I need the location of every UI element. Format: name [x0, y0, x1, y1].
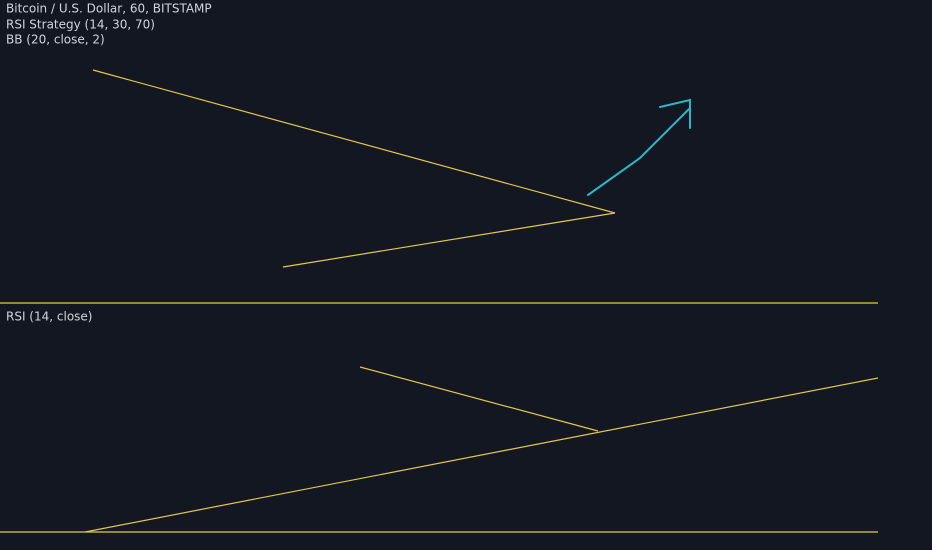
trend-line: [84, 377, 879, 533]
trend-line: [359, 366, 599, 432]
arrow-head: [659, 98, 691, 129]
rsi-legend: RSI (14, close): [6, 310, 92, 324]
trend-line: [92, 69, 616, 214]
text-layer: Bitcoin / U.S. Dollar, 60, BITSTAMP RSI …: [6, 2, 212, 324]
trend-line: [282, 212, 616, 268]
arrow-shaft: [587, 107, 691, 196]
bb-legend: BB (20, close, 2): [6, 33, 105, 47]
drawings: [0, 69, 879, 533]
strategy-legend: RSI Strategy (14, 30, 70): [6, 18, 155, 32]
symbol-title: Bitcoin / U.S. Dollar, 60, BITSTAMP: [6, 2, 212, 16]
arrow-drawing: [587, 98, 691, 196]
